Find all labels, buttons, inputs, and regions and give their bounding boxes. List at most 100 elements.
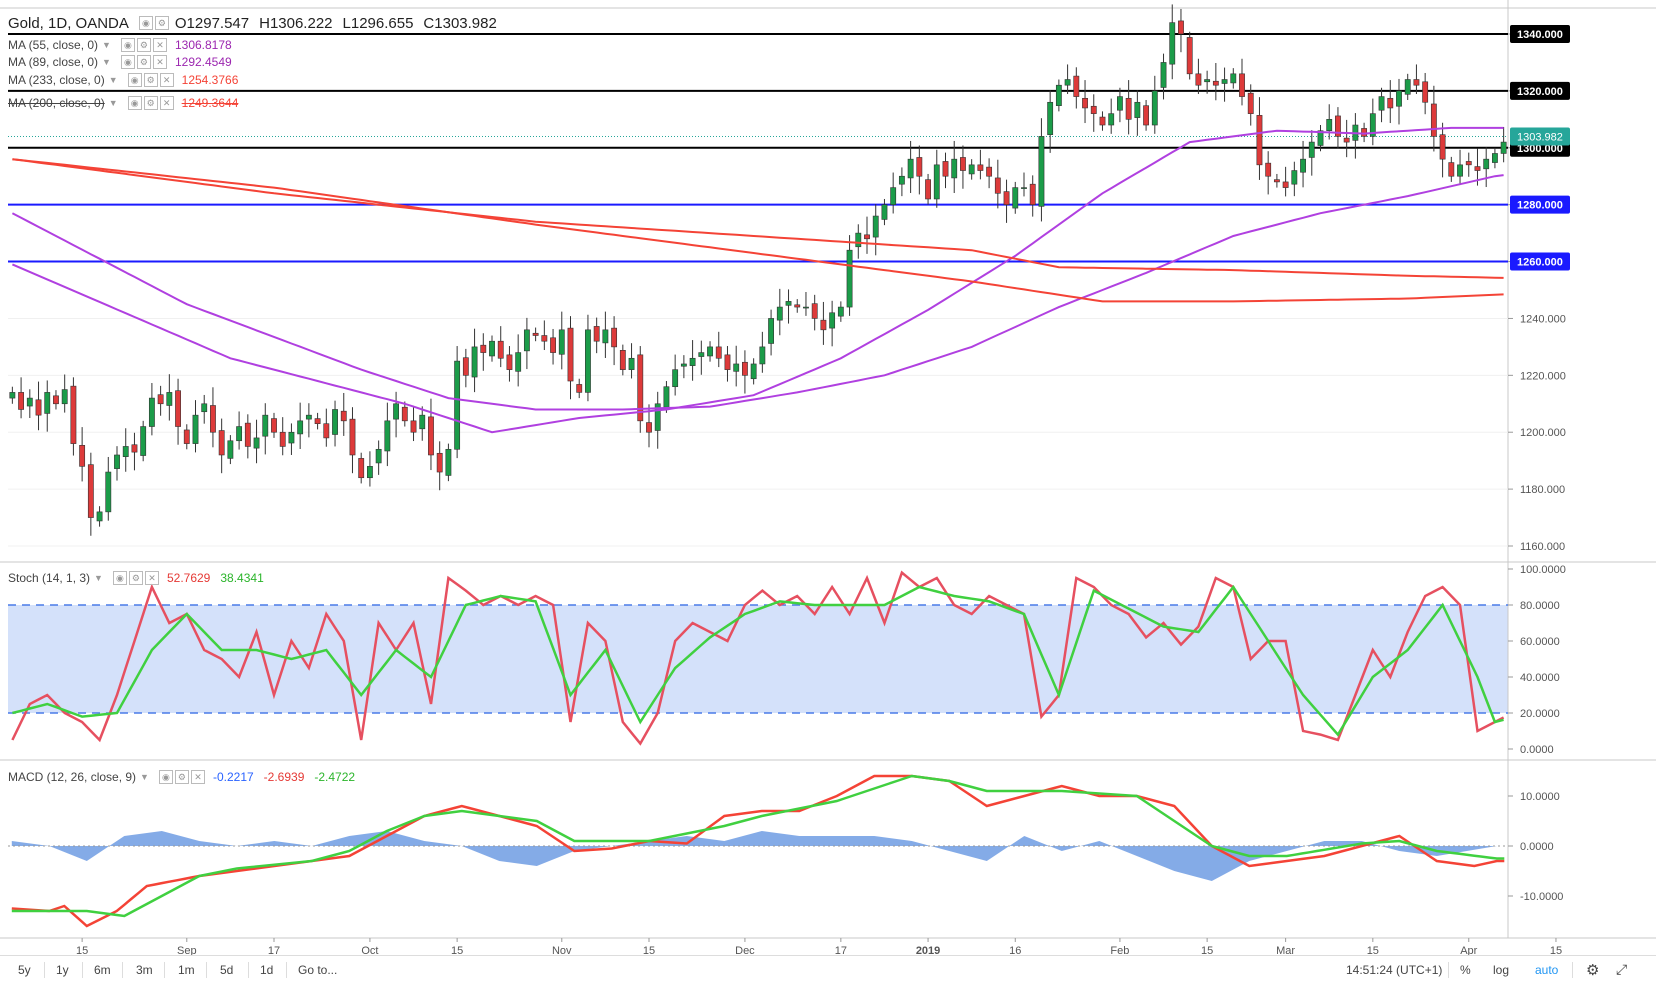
close-icon[interactable]: ✕ [159, 73, 174, 87]
chevron-down-icon[interactable]: ▼ [102, 40, 111, 50]
candle [768, 318, 774, 344]
ma-legend-0: MA (55, close, 0) ▼ ◉ ⚙ ✕ 1306.8178 [8, 36, 240, 54]
candle [349, 418, 356, 456]
candle [489, 340, 495, 357]
candle [1186, 37, 1193, 75]
candle [1256, 115, 1263, 166]
close-icon[interactable]: ✕ [152, 55, 167, 69]
gear-icon[interactable]: ⚙ [136, 55, 151, 69]
candle [1439, 134, 1446, 160]
close-icon[interactable]: ✕ [159, 96, 174, 110]
chevron-down-icon[interactable]: ▼ [140, 772, 149, 782]
timeframe-5d[interactable]: 5d [220, 963, 234, 977]
ma-value: 1306.8178 [174, 38, 232, 52]
candle [567, 327, 574, 382]
candle [1404, 79, 1411, 95]
candle [672, 369, 679, 388]
chart-svg[interactable]: 1160.000 1180.000 1200.000 1220.000 1240.000… [0, 0, 1656, 955]
close-icon[interactable]: ✕ [190, 770, 205, 784]
chevron-down-icon[interactable]: ▼ [108, 98, 118, 108]
candle [410, 420, 417, 433]
candle [35, 399, 42, 416]
candle [898, 175, 905, 185]
eye-icon[interactable]: ◉ [138, 16, 153, 30]
goto-button[interactable]: Go to... [298, 963, 338, 977]
candle [1212, 80, 1219, 86]
auto-toggle[interactable]: auto [1535, 963, 1559, 977]
stoch-label[interactable]: Stoch (14, 1, 3) [8, 571, 91, 585]
timeframe-1d[interactable]: 1d [260, 963, 274, 977]
candle [9, 392, 16, 399]
candle [253, 437, 260, 449]
macd-hist-value: -0.2217 [212, 770, 254, 784]
candle [1291, 170, 1298, 185]
candle [523, 329, 530, 352]
stoch-k-value: 52.7629 [166, 571, 211, 585]
timeframe-1y[interactable]: 1y [56, 963, 69, 977]
candle [1265, 162, 1272, 177]
candle [1335, 115, 1341, 137]
y-tick-label: 1160.000 [1520, 541, 1565, 553]
gear-icon[interactable]: ⚙ [136, 38, 151, 52]
candle [305, 414, 312, 420]
fullscreen-icon[interactable]: ⤢ [1616, 961, 1628, 977]
ma-label[interactable]: MA (200, close, 0) [8, 96, 105, 110]
candle [811, 303, 818, 319]
candle [925, 179, 931, 200]
candle [105, 471, 112, 513]
eye-icon[interactable]: ◉ [112, 571, 127, 585]
eye-icon[interactable]: ◉ [120, 55, 135, 69]
eye-icon[interactable]: ◉ [127, 96, 142, 110]
symbol-title[interactable]: Gold, 1D, OANDA [8, 14, 129, 32]
candle [375, 448, 382, 464]
y-tick-label: 80.0000 [1520, 600, 1560, 612]
timeframe-1m[interactable]: 1m [178, 963, 195, 977]
gear-icon[interactable]: ⚙ [1586, 962, 1600, 979]
candle [1029, 183, 1036, 205]
timeframe-3m[interactable]: 3m [136, 963, 153, 977]
gear-icon[interactable]: ⚙ [174, 770, 189, 784]
eye-icon[interactable]: ◉ [127, 73, 142, 87]
close-icon[interactable]: ✕ [144, 571, 159, 585]
log-toggle[interactable]: log [1493, 963, 1510, 977]
chevron-down-icon[interactable]: ▼ [108, 75, 118, 85]
candle [576, 384, 583, 393]
clock[interactable]: 14:51:24 (UTC+1) [1346, 963, 1443, 977]
timeframe-5y[interactable]: 5y [18, 963, 31, 977]
candle [44, 392, 51, 414]
x-tick-label: Mar [1276, 945, 1295, 955]
x-tick-label: Feb [1110, 945, 1129, 955]
macd-label[interactable]: MACD (12, 26, close, 9) [8, 770, 137, 784]
candle [419, 414, 426, 430]
close-icon[interactable]: ✕ [152, 38, 167, 52]
x-tick-label: Sep [177, 945, 197, 955]
y-tick-label: 40.0000 [1520, 672, 1560, 684]
gear-icon[interactable]: ⚙ [143, 73, 158, 87]
eye-icon[interactable]: ◉ [158, 770, 173, 784]
gear-icon[interactable]: ⚙ [154, 16, 169, 30]
candle [462, 357, 469, 376]
candle [907, 158, 914, 179]
candle [87, 464, 94, 518]
ma-label[interactable]: MA (55, close, 0) [8, 38, 99, 52]
gear-icon[interactable]: ⚙ [128, 571, 143, 585]
candle [977, 164, 984, 171]
ma-label[interactable]: MA (89, close, 0) [8, 55, 99, 69]
chevron-down-icon[interactable]: ▼ [94, 573, 103, 583]
candle [358, 458, 365, 479]
candle [960, 157, 966, 171]
candle [855, 232, 862, 248]
candle [986, 166, 993, 177]
gear-icon[interactable]: ⚙ [143, 96, 158, 110]
ma-label[interactable]: MA (233, close, 0) [8, 73, 105, 87]
timeframe-6m[interactable]: 6m [94, 963, 111, 977]
divider [248, 962, 249, 978]
candle [175, 390, 181, 427]
candle [1090, 105, 1097, 114]
x-tick-label: Apr [1460, 945, 1477, 955]
candle [454, 360, 461, 450]
percent-toggle[interactable]: % [1460, 963, 1471, 977]
chevron-down-icon[interactable]: ▼ [102, 57, 111, 67]
eye-icon[interactable]: ◉ [120, 38, 135, 52]
candle [1361, 128, 1368, 137]
